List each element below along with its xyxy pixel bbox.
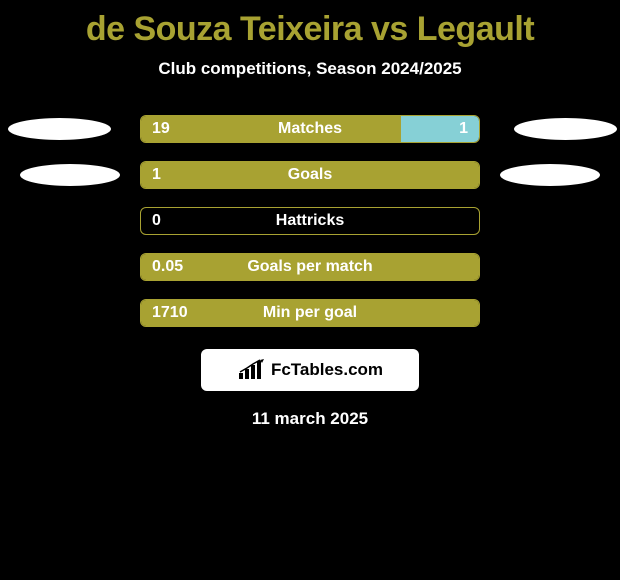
stat-label: Hattricks	[276, 212, 344, 230]
date-text: 11 march 2025	[0, 409, 620, 429]
badge-text: FcTables.com	[271, 360, 383, 380]
right-ellipse	[514, 118, 617, 140]
stat-row: 19 1 Matches	[0, 115, 620, 143]
stat-row: 0.05 Goals per match	[0, 253, 620, 281]
stat-left-value: 19	[152, 120, 170, 138]
stat-left-value: 1	[152, 166, 161, 184]
bar-chart-icon	[237, 359, 265, 381]
stat-label: Min per goal	[263, 304, 357, 322]
stat-row: 1 Goals	[0, 161, 620, 189]
stat-left-value: 0	[152, 212, 161, 230]
fctables-badge: FcTables.com	[201, 349, 419, 391]
stat-left-value: 1710	[152, 304, 188, 322]
page-title: de Souza Teixeira vs Legault	[0, 0, 620, 49]
stat-label: Matches	[278, 120, 342, 138]
left-fill	[141, 116, 401, 142]
stat-label: Goals per match	[247, 258, 372, 276]
left-ellipse	[20, 164, 120, 186]
left-ellipse	[8, 118, 111, 140]
subtitle: Club competitions, Season 2024/2025	[0, 59, 620, 79]
stat-label: Goals	[288, 166, 332, 184]
stat-row: 1710 Min per goal	[0, 299, 620, 327]
stat-row: 0 Hattricks	[0, 207, 620, 235]
stats-container: 19 1 Matches 1 Goals 0 Hattricks 0.05 Goals per …	[0, 115, 620, 327]
stat-left-value: 0.05	[152, 258, 183, 276]
stat-right-value: 1	[459, 120, 468, 138]
right-ellipse	[500, 164, 600, 186]
